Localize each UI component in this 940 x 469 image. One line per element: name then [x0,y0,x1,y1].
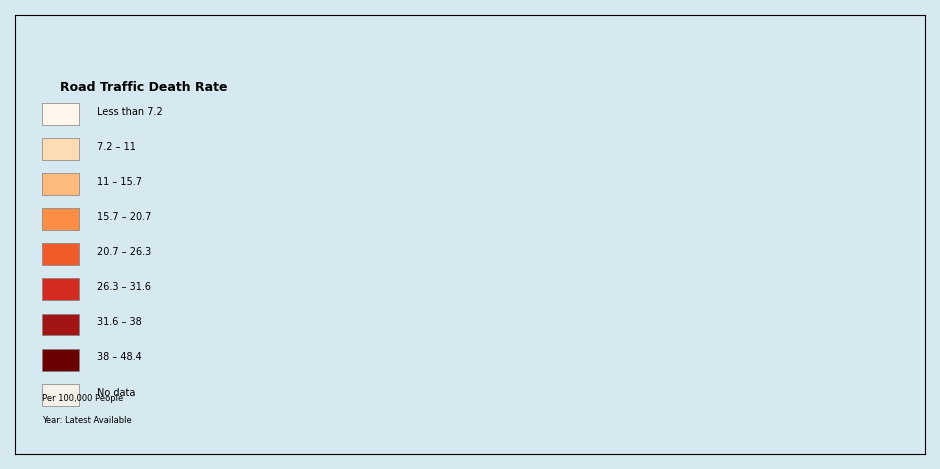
Bar [42,103,79,125]
Text: 38 – 48.4: 38 – 48.4 [97,352,142,363]
Text: Road Traffic Death Rate: Road Traffic Death Rate [60,81,228,94]
Bar [42,313,79,335]
Text: Year: Latest Available: Year: Latest Available [42,416,132,425]
Text: 15.7 – 20.7: 15.7 – 20.7 [97,212,151,222]
Text: 20.7 – 26.3: 20.7 – 26.3 [97,247,151,257]
Bar [42,173,79,195]
Bar [42,243,79,265]
Bar [42,384,79,406]
Bar [42,138,79,160]
Text: 11 – 15.7: 11 – 15.7 [97,177,142,187]
Bar [42,208,79,230]
Text: 31.6 – 38: 31.6 – 38 [97,318,142,327]
Text: Per 100,000 People: Per 100,000 People [42,394,123,403]
Text: Less than 7.2: Less than 7.2 [97,106,163,117]
Bar [42,348,79,371]
Text: 7.2 – 11: 7.2 – 11 [97,142,135,151]
Bar [42,279,79,300]
Text: 26.3 – 31.6: 26.3 – 31.6 [97,282,151,292]
Text: No data: No data [97,387,135,398]
